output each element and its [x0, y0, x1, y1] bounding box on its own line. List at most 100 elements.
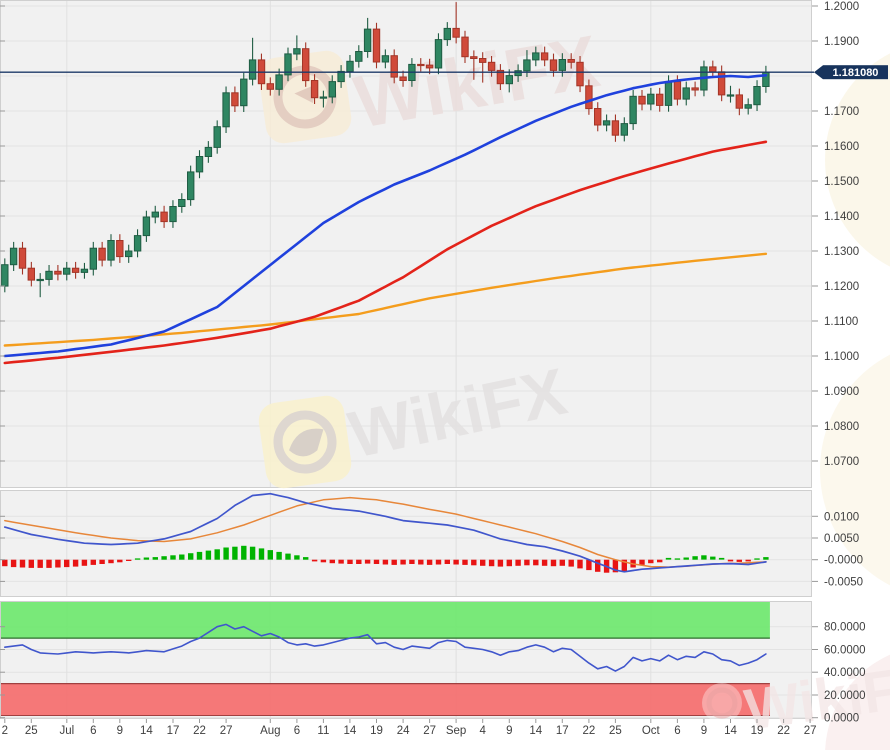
macd-histogram-bar	[745, 559, 751, 562]
axis-tick-label: 1.0900	[824, 386, 859, 398]
candle-body	[523, 59, 531, 72]
x-axis-label: 14	[344, 725, 357, 737]
candle-body	[602, 120, 611, 126]
candle-body	[36, 278, 44, 282]
candle-body	[328, 81, 337, 98]
macd-histogram-bar	[524, 559, 530, 566]
candle-body	[611, 120, 620, 136]
candle-body	[638, 95, 646, 105]
candle-body	[558, 59, 566, 71]
candle-body	[549, 59, 558, 71]
axis-tick-label: 1.1300	[824, 246, 859, 258]
candle-body	[80, 268, 89, 273]
candle-body	[213, 126, 221, 148]
current-price-marker: 1.181080	[0, 65, 888, 80]
candle-body	[673, 81, 682, 100]
candle-body	[576, 61, 584, 87]
macd-histogram-bar	[674, 558, 681, 560]
candle-body	[691, 87, 699, 91]
right-edge-watermark-blob-3	[825, 654, 890, 750]
macd-histogram-bar	[595, 559, 601, 572]
macd-histogram-bar	[497, 559, 504, 567]
macd-histogram-bar	[294, 555, 300, 560]
macd-histogram-bar	[657, 559, 663, 563]
candle-body	[248, 59, 257, 80]
candle-body	[753, 86, 761, 106]
macd-histogram-bar	[232, 546, 238, 560]
macd-histogram-bar	[453, 559, 459, 565]
macd-histogram-bar	[37, 559, 43, 568]
candles[interactable]	[1, 2, 770, 298]
candle-body	[381, 55, 390, 63]
macd-histogram-bar	[152, 557, 158, 560]
macd-histogram	[2, 545, 769, 573]
candle-body	[133, 235, 142, 252]
macd-histogram-bar	[223, 547, 229, 560]
macd-histogram-bar	[435, 559, 442, 565]
axis-tick-label: 0.0050	[824, 533, 859, 545]
candle-body	[585, 85, 593, 110]
candle-body	[9, 247, 18, 266]
macd-histogram-bar	[188, 553, 194, 560]
macd-histogram-bar	[99, 559, 105, 564]
candle-body	[54, 270, 62, 275]
macd-histogram-bar	[10, 559, 17, 568]
candle-body	[656, 93, 664, 106]
candle-body	[178, 199, 186, 207]
macd-histogram-bar	[179, 554, 185, 560]
candle-body	[1, 264, 9, 287]
axis-tick-label: 1.1900	[824, 36, 859, 48]
macd-histogram-bar	[683, 557, 689, 560]
candle-body	[337, 70, 345, 83]
x-axis-label: 6	[90, 725, 96, 737]
candle-body	[682, 87, 690, 100]
candle-body	[355, 51, 363, 62]
macd-histogram-bar	[64, 559, 70, 568]
x-axis-label: 17	[556, 725, 569, 737]
macd-histogram-bar	[710, 556, 716, 560]
candle-body	[470, 56, 478, 60]
rsi-bands	[1, 602, 770, 716]
macd-histogram-bar	[418, 559, 424, 565]
macd-histogram-bar	[612, 559, 619, 573]
x-axis-label: 9	[117, 725, 123, 737]
candle-body	[45, 270, 53, 280]
candle-body	[293, 48, 301, 55]
macd-histogram-bar	[639, 559, 645, 565]
macd-histogram-bar	[621, 559, 627, 571]
x-axis-label: 24	[397, 725, 410, 737]
macd-histogram-bar	[586, 559, 592, 571]
macd-histogram-bar	[471, 559, 477, 566]
macd-histogram-bar	[364, 559, 371, 564]
x-axis: 2 25 Jul 6 9 14 17 22 27 Aug 6 11 14 19 24 27 Sep 4 9 14 17 2…	[2, 719, 816, 737]
macd-histogram-bar	[488, 559, 495, 567]
current-price-badge-arrow	[814, 65, 823, 80]
x-axis-label: Sep	[446, 725, 466, 737]
macd-histogram-bar	[462, 559, 468, 565]
macd-histogram-bar	[763, 557, 769, 560]
macd-histogram-bar	[665, 557, 672, 560]
candle-body	[647, 93, 655, 105]
macd-histogram-bar	[276, 551, 282, 560]
macd-histogram-bar	[258, 548, 265, 560]
current-price-badge-label: 1.181080	[833, 67, 879, 79]
macd-histogram-bar	[541, 559, 548, 566]
wikifx-logo-watermark-bottom	[258, 395, 352, 489]
macd-histogram-bar	[46, 559, 52, 568]
candle-body	[160, 211, 168, 223]
x-axis-label: Oct	[642, 725, 661, 737]
candle-body	[266, 83, 275, 90]
candle-body	[390, 55, 398, 78]
macd-histogram-bar	[577, 559, 583, 569]
candle-body	[744, 104, 752, 109]
macd-histogram-bar	[267, 550, 273, 560]
macd-histogram-bar	[409, 559, 415, 564]
axis-tick-label: 0.0000	[824, 713, 859, 725]
x-axis-label: 22	[193, 725, 206, 737]
candle-body	[187, 171, 195, 201]
axis-tick-label: 40.0000	[824, 667, 866, 679]
x-axis-label: 22	[777, 725, 790, 737]
right-edge-watermark-blob-2	[820, 354, 890, 586]
axis-tick-label: 80.0000	[824, 622, 866, 634]
